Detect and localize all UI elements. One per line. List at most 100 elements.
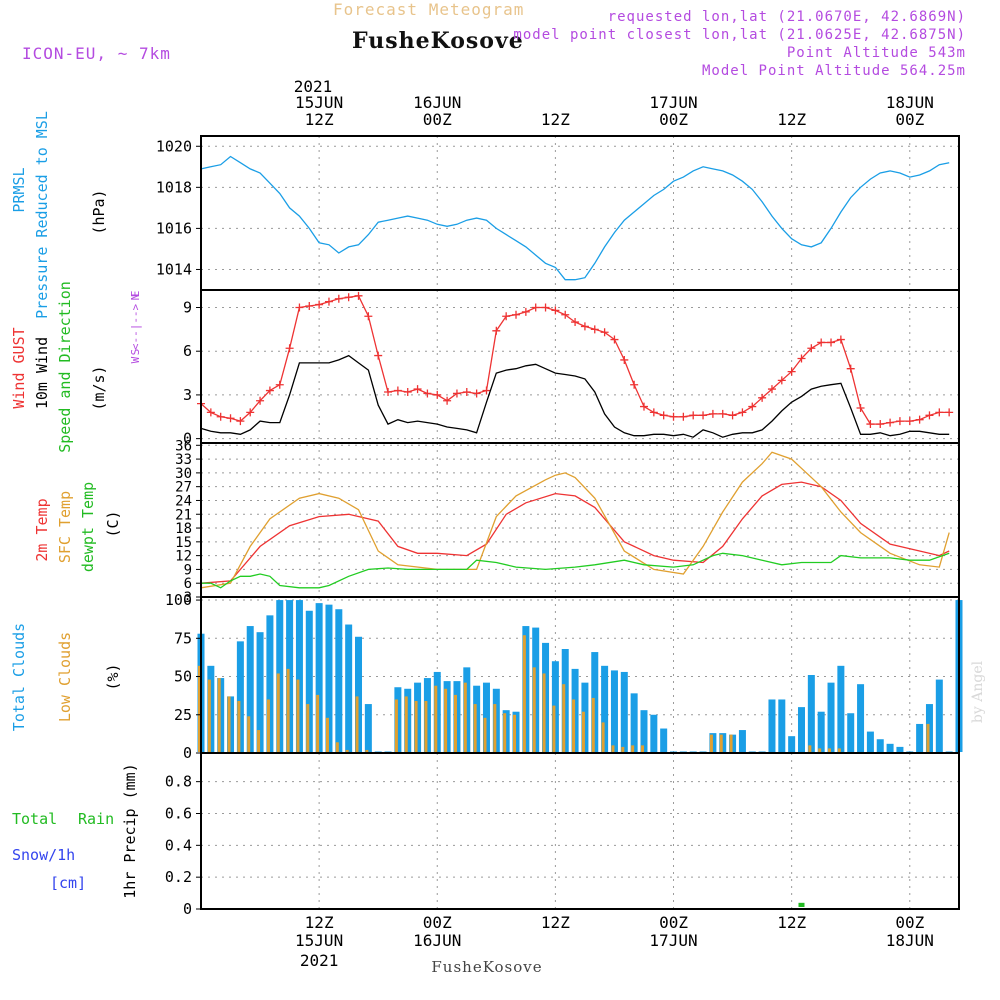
low-cloud-bar — [306, 704, 310, 752]
total-cloud-bar — [601, 665, 609, 752]
gust-point — [718, 409, 727, 418]
low-cloud-bar — [542, 673, 546, 752]
gust-point — [777, 376, 786, 385]
top-time-label: 00Z — [423, 110, 452, 129]
temp-ylabel-unit: (C) — [104, 510, 122, 537]
y-tick-label: 0 — [183, 900, 192, 918]
gust-point — [945, 408, 954, 417]
gust-point — [265, 386, 274, 395]
y-tick-label: 9 — [183, 298, 192, 316]
gust-point — [649, 408, 658, 417]
total-cloud-bar — [315, 603, 323, 752]
gust-point — [600, 328, 609, 337]
total-cloud-bar — [246, 626, 254, 752]
tsfc-line — [200, 451, 950, 589]
low-cloud-bar — [522, 635, 526, 752]
gust-point — [571, 318, 580, 327]
gust-point — [354, 291, 363, 300]
low-cloud-bar — [247, 716, 251, 752]
low-cloud-bar — [473, 704, 477, 752]
low-cloud-bar — [414, 701, 418, 752]
bottom-day-label: 17JUN — [649, 931, 697, 950]
low-cloud-bar — [729, 734, 733, 752]
y-tick-label: 100 — [165, 591, 192, 609]
gust-point — [915, 415, 924, 424]
total-cloud-bar — [295, 600, 303, 752]
low-cloud-bar — [611, 745, 615, 752]
y-tick-label: 6 — [183, 342, 192, 360]
low-cloud-bar — [503, 713, 507, 752]
total-cloud-bar — [620, 671, 628, 752]
compass-s: S — [129, 349, 142, 356]
gust-point — [393, 386, 402, 395]
total-cloud-bar — [768, 699, 776, 752]
low-cloud-bar — [335, 742, 339, 752]
gust-point — [433, 390, 442, 399]
total-cloud-bar — [837, 665, 845, 752]
wind-ylabel-unit: (m/s) — [90, 365, 108, 410]
total-cloud-bar — [482, 682, 490, 752]
top-time-label: 00Z — [659, 110, 688, 129]
point-altitude: Point Altitude 543m — [786, 45, 966, 61]
low-cloud-bar — [276, 673, 280, 752]
low-cloud-bar — [572, 699, 576, 752]
closest-coords: model point closest lon,lat (21.0625E, 4… — [513, 27, 966, 43]
gust-point — [256, 396, 265, 405]
gust-point — [856, 404, 865, 413]
dewpt-ylabel: dewpt Temp — [79, 482, 97, 572]
total-cloud-bar — [778, 699, 786, 752]
low-cloud-bar — [227, 696, 231, 752]
total-cloud-bar — [738, 730, 746, 752]
low-cloud-bar — [818, 748, 822, 752]
pressure-line — [200, 155, 950, 281]
gust-point — [551, 306, 560, 315]
total-cloud-bar — [817, 711, 825, 752]
y-tick-label: 18 — [175, 521, 192, 537]
gust-point — [797, 354, 806, 363]
wind-speed-line — [200, 354, 950, 438]
low-cloud-bar — [217, 678, 221, 752]
y-tick-label: 1016 — [156, 219, 192, 237]
total-cloud-bar — [748, 751, 756, 752]
gust-point — [748, 402, 757, 411]
gust-point — [787, 367, 796, 376]
precip-ylabel: 1hr Precip (mm) — [121, 763, 139, 898]
gust-point — [374, 351, 383, 360]
gust-point — [206, 408, 215, 417]
y-tick-label: 1020 — [156, 137, 192, 155]
total-cloud-bar — [266, 615, 274, 752]
panel-frame — [200, 752, 960, 910]
compass-we: W <--|--> E — [129, 291, 142, 364]
total-cloud-bar — [679, 751, 687, 752]
low-cloud-bar — [296, 679, 300, 752]
total-cloud-bar — [640, 710, 648, 752]
total-cloud-bar — [374, 751, 382, 752]
top-year-label: 2021 — [294, 77, 333, 96]
y-tick-label: 3 — [183, 386, 192, 404]
legend-rain: Rain — [78, 810, 114, 828]
y-tick-label: 25 — [174, 706, 192, 724]
bottom-time-label: 12Z — [777, 913, 806, 932]
gust-point — [827, 338, 836, 347]
gust-point — [521, 307, 530, 316]
low-cloud-bar — [434, 685, 438, 752]
bottom-time-label: 00Z — [659, 913, 688, 932]
total-cloud-bar — [305, 610, 313, 752]
low-cloud-bar — [552, 705, 556, 752]
gust-point — [275, 380, 284, 389]
panel-frame — [200, 442, 960, 598]
gust-point — [895, 417, 904, 426]
dewpt-line — [201, 552, 950, 589]
y-tick-label: 15 — [175, 535, 192, 551]
gust-point — [866, 420, 875, 429]
low-cloud-bar — [394, 699, 398, 752]
gust-point — [502, 312, 511, 321]
gust-point — [659, 411, 668, 420]
low-cloud-bar — [828, 748, 832, 752]
gust-point — [728, 411, 737, 420]
total-cloud-bar — [689, 751, 697, 752]
bottom-time-label: 00Z — [423, 913, 452, 932]
low-cloud-bar — [237, 701, 241, 752]
clouds-ylabel-unit: (%) — [104, 663, 122, 690]
